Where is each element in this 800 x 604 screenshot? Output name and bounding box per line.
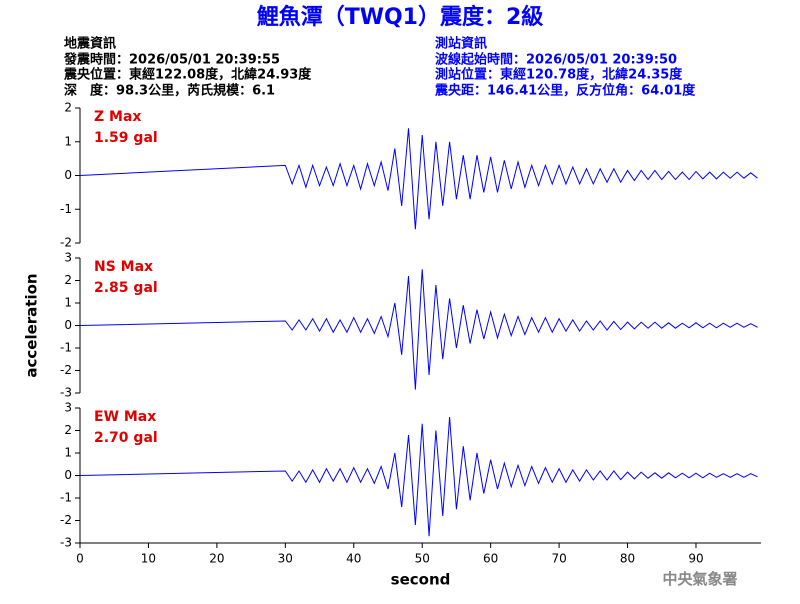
y-tick-label: 3 [64,251,72,265]
panel-max: 1.59 gal [94,130,158,146]
x-tick-label: 30 [278,552,293,566]
x-axis-label: second [391,571,451,589]
y-tick-label: -1 [60,491,72,505]
panel-max: 2.85 gal [94,280,158,296]
waveform [79,416,758,537]
panel-max: 2.70 gal [94,430,158,446]
y-tick-label: -3 [60,536,72,550]
y-tick-label: 1 [64,296,72,310]
x-tick-label: 10 [141,552,156,566]
waveform [79,269,758,390]
station-info: 測站資訊 波線起始時間：2026/05/01 20:39:50 測站位置：東經1… [434,36,696,99]
info-line: 測站資訊 [435,36,487,52]
y-tick-label: 0 [64,168,72,182]
y-tick-label: -2 [60,363,72,377]
panel-label: Z Max [94,109,141,125]
y-tick-label: 2 [64,273,72,287]
info-line: 震央距：146.41公里，反方位角：64.01度 [434,83,696,99]
x-tick-label: 0 [76,552,84,566]
y-tick-label: 2 [64,423,72,437]
info-line: 地震資訊 [64,36,116,52]
info-line: 發震時間：2026/05/01 20:39:55 [63,52,280,68]
y-tick-label: -2 [60,236,72,250]
y-tick-label: -1 [60,341,72,355]
x-tick-label: 70 [551,552,566,566]
y-tick-label: -1 [60,202,72,216]
y-tick-label: 0 [64,318,72,332]
info-line: 測站位置：東經120.78度，北緯24.35度 [435,67,683,83]
x-tick-label: 20 [209,552,224,566]
chart-title: 鯉魚潭（TWQ1）震度：2級 [257,4,544,30]
x-tick-label: 90 [688,552,703,566]
y-tick-label: 0 [64,468,72,482]
info-line: 深 度：98.3公里，芮氏規模：6.1 [64,83,275,99]
y-tick-label: 1 [64,446,72,460]
x-tick-label: 50 [415,552,430,566]
footer: 中央氣象署 [662,570,737,588]
x-tick-label: 60 [483,552,498,566]
waveform [79,128,758,230]
panel-label: EW Max [94,409,156,425]
x-tick-label: 80 [620,552,635,566]
x-tick-label: 40 [346,552,361,566]
y-tick-label: -3 [60,386,72,400]
info-line: 震央位置：東經122.08度，北緯24.93度 [63,67,312,83]
y-axis-label: acceleration [23,273,41,377]
y-tick-label: 2 [64,101,72,115]
event-info: 地震資訊 發震時間：2026/05/01 20:39:55 震央位置：東經122… [63,36,312,99]
panel-label: NS Max [94,259,153,275]
y-tick-label: 3 [64,401,72,415]
y-tick-label: -2 [60,513,72,527]
info-line: 波線起始時間：2026/05/01 20:39:50 [435,52,677,68]
y-tick-label: 1 [64,134,72,148]
